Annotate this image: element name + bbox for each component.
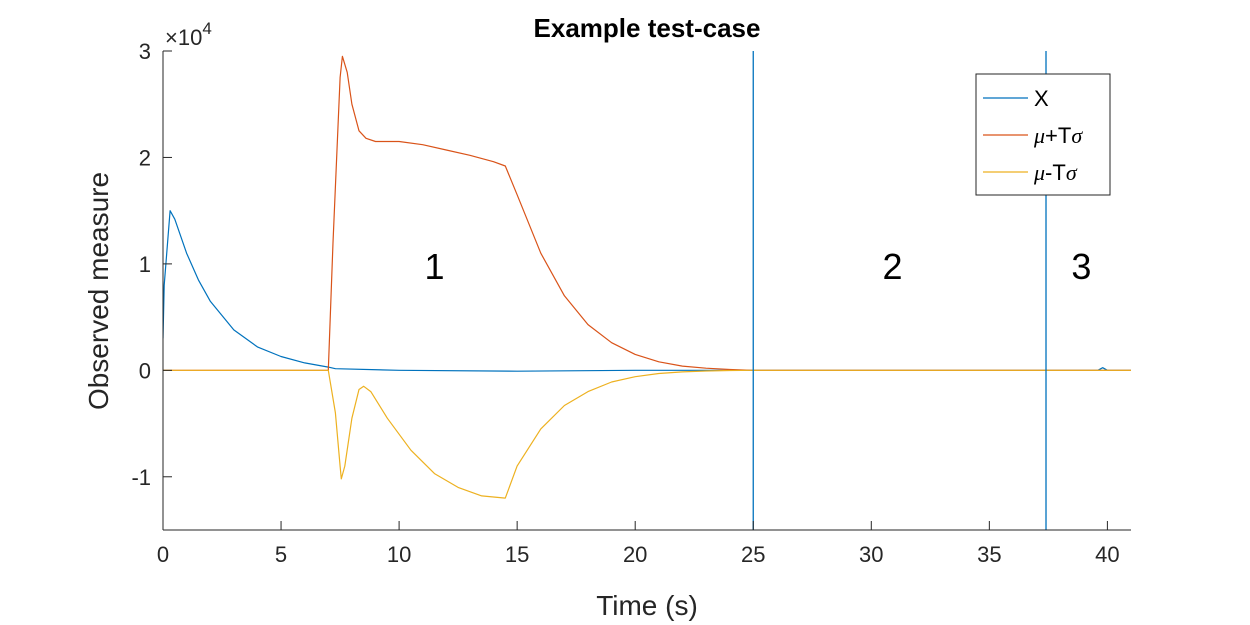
axes: 0 5 10 15 20 25 30 35 40 -1 0 1 2 3 ×104 [131,19,1131,567]
series-line-upper [163,55,1131,371]
chart-title: Example test-case [534,13,761,43]
plot-content [163,51,1131,530]
x-tick-label: 40 [1095,542,1119,567]
plot-area: 1 2 3 [163,51,1131,530]
x-tick-label: 10 [387,542,411,567]
y-axis-multiplier: ×104 [165,19,212,50]
x-tick-label: 25 [741,542,765,567]
x-tick-label: 35 [977,542,1001,567]
region-label-2: 2 [883,246,903,287]
y-tick-label: 0 [139,358,151,383]
legend: Xμ+Tσ μ-Tσ [975,73,1111,196]
y-tick-label: 1 [139,252,151,277]
region-label-1: 1 [424,246,444,287]
x-tick-label: 0 [157,542,169,567]
legend-label-upper: μ+Tσ [1033,123,1083,148]
x-tick-label: 5 [275,542,287,567]
y-tick-label: 3 [139,39,151,64]
y-axis-label: Observed measure [83,172,114,410]
x-axis-label: Time (s) [596,590,698,621]
legend-label-lower: μ-Tσ [1033,160,1078,185]
series-line-lower [163,369,1131,499]
y-tick-label: 2 [139,145,151,170]
x-tick-label: 30 [859,542,883,567]
x-tick-label: 20 [623,542,647,567]
legend-label-x: X [1034,86,1049,111]
x-tick-label: 15 [505,542,529,567]
region-label-3: 3 [1071,246,1091,287]
y-tick-label: -1 [131,465,151,490]
